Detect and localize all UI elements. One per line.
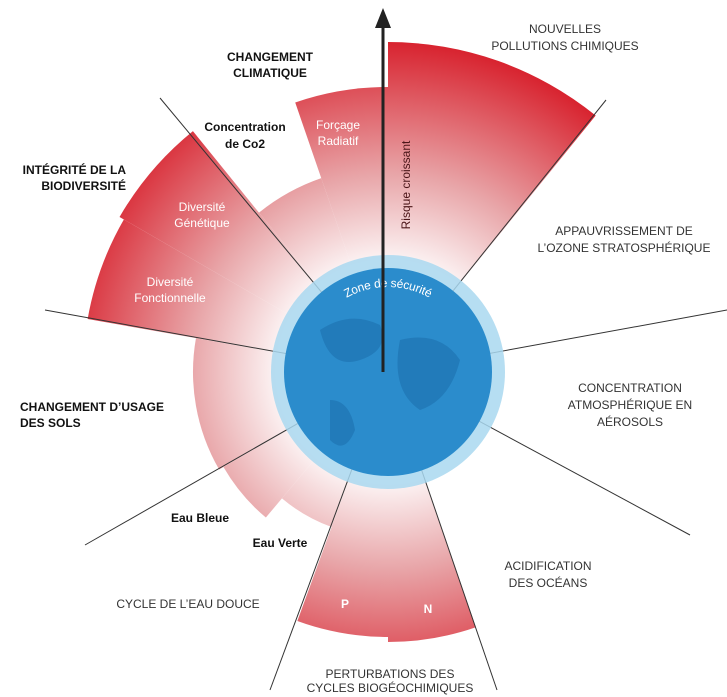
boundary-label: BIODIVERSITÉ [41,178,126,193]
continents [320,318,460,446]
part-label: Radiatif [318,134,359,148]
part-label: Concentration [204,120,285,134]
part-label: Diversité [147,275,194,289]
boundary-label: ATMOSPHÉRIQUE EN [568,397,692,412]
part-label: P [341,597,349,611]
boundary-label: APPAUVRISSEMENT DE [555,224,693,238]
boundary-label: ACIDIFICATION [504,559,591,573]
part-label: N [424,602,433,616]
part-label: de Co2 [225,137,265,151]
boundary-label: NOUVELLES [529,22,601,36]
part-label: Forçage [316,118,360,132]
arrow-head [375,8,391,28]
boundary-label: CHANGEMENT [227,50,314,64]
boundary-label: CYCLES BIOGÉOCHIMIQUES [307,680,474,695]
boundary-label: PERTURBATIONS DES [326,667,455,681]
part-label: Eau Bleue [171,511,229,525]
arrow-label: Risque croissant [399,140,413,229]
boundary-label: POLLUTIONS CHIMIQUES [491,39,638,53]
globe [284,268,492,476]
boundary-label: CONCENTRATION [578,381,682,395]
boundary-label: INTÉGRITÉ DE LA [23,162,127,177]
boundary-label: L’OZONE STRATOSPHÉRIQUE [538,240,711,255]
part-label: Génétique [174,216,230,230]
part-label: Diversité [179,200,226,214]
part-label: Eau Verte [253,536,308,550]
part-label: Fonctionnelle [134,291,206,305]
boundary-label: CYCLE DE L’EAU DOUCE [116,597,259,611]
boundary-label: CLIMATIQUE [233,66,307,80]
boundary-label: CHANGEMENT D’USAGE [20,400,164,414]
boundary-label: AÉROSOLS [597,414,663,429]
boundary-label: DES OCÉANS [509,575,588,590]
boundary-label: DES SOLS [20,416,81,430]
